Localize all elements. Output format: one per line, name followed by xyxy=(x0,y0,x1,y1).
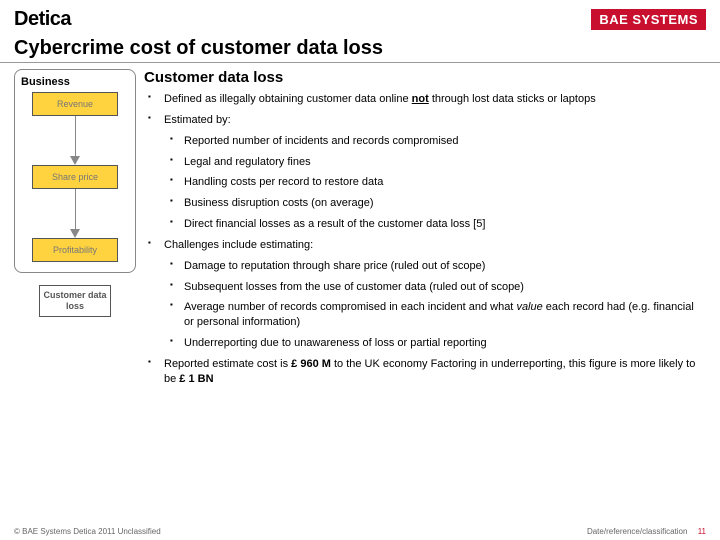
sub-bullet: Handling costs per record to restore dat… xyxy=(164,175,706,190)
bullet-challenges: Challenges include estimating: Damage to… xyxy=(144,238,706,351)
bullet-definition: Defined as illegally obtaining customer … xyxy=(144,92,706,107)
sub-bullet: Reported number of incidents and records… xyxy=(164,134,706,149)
footer: © BAE Systems Detica 2011 Unclassified D… xyxy=(0,527,720,536)
box-share-price: Share price xyxy=(32,165,118,189)
text: Challenges include estimating: xyxy=(164,239,313,251)
emphasis-value: value xyxy=(516,301,542,313)
box-revenue: Revenue xyxy=(32,92,118,116)
box-customer-data-loss: Customer data loss xyxy=(39,285,111,317)
box-profitability: Profitability xyxy=(32,238,118,262)
text: Reported estimate cost is xyxy=(164,358,291,370)
header: Detica BAE SYSTEMS xyxy=(0,0,720,35)
text: Defined as illegally obtaining customer … xyxy=(164,93,412,105)
main-content: Customer data loss Defined as illegally … xyxy=(144,69,706,393)
copyright: © BAE Systems Detica 2011 Unclassified xyxy=(14,527,161,536)
text: through lost data sticks or laptops xyxy=(429,93,596,105)
value-1bn: £ 1 BN xyxy=(179,373,213,385)
connector-line xyxy=(75,116,76,156)
slide-title: Cybercrime cost of customer data loss xyxy=(0,35,720,63)
text: Estimated by: xyxy=(164,114,231,126)
section-heading: Customer data loss xyxy=(144,69,706,86)
classification: Date/reference/classification xyxy=(587,527,688,536)
logo-bae: BAE SYSTEMS xyxy=(591,9,706,30)
sidebar: Business Revenue Share price Profitabili… xyxy=(14,69,136,393)
emphasis-not: not xyxy=(412,93,429,105)
sub-bullet: Average number of records compromised in… xyxy=(164,300,706,330)
business-title: Business xyxy=(21,76,129,88)
value-960m: £ 960 M xyxy=(291,358,331,370)
sub-bullet: Damage to reputation through share price… xyxy=(164,259,706,274)
sub-bullet: Direct financial losses as a result of t… xyxy=(164,217,706,232)
bullet-estimated-by: Estimated by: Reported number of inciden… xyxy=(144,113,706,232)
sub-bullet: Underreporting due to unawareness of los… xyxy=(164,336,706,351)
arrow-down-icon xyxy=(70,229,80,238)
bullet-estimate: Reported estimate cost is £ 960 M to the… xyxy=(144,357,706,387)
text: Average number of records compromised in… xyxy=(184,301,516,313)
footer-right: Date/reference/classification 11 xyxy=(587,527,706,536)
arrow-down-icon xyxy=(70,156,80,165)
page-number: 11 xyxy=(698,527,706,536)
logo-detica: Detica xyxy=(14,8,71,31)
business-panel: Business Revenue Share price Profitabili… xyxy=(14,69,136,273)
sub-bullet: Business disruption costs (on average) xyxy=(164,196,706,211)
connector-line xyxy=(75,189,76,229)
content-area: Business Revenue Share price Profitabili… xyxy=(0,63,720,393)
sub-bullet: Subsequent losses from the use of custom… xyxy=(164,280,706,295)
sub-bullet: Legal and regulatory fines xyxy=(164,155,706,170)
